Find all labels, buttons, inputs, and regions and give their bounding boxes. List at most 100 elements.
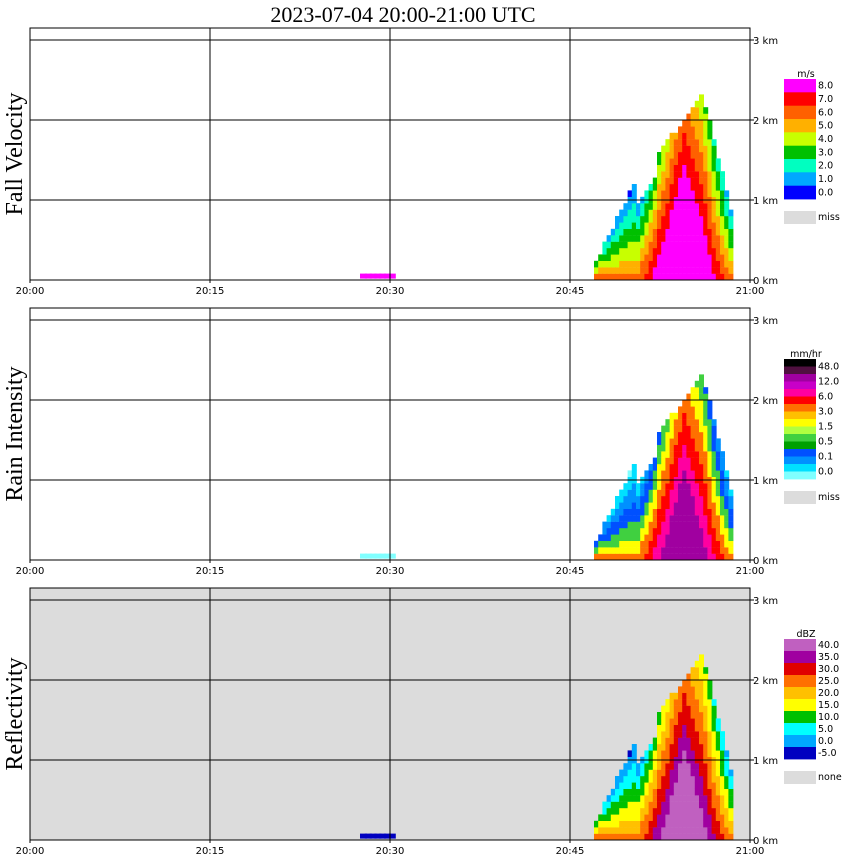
- echo-cell: [374, 553, 382, 559]
- echo-cell: [707, 254, 713, 261]
- echo-cell: [707, 171, 713, 178]
- legend-swatch: [784, 675, 816, 688]
- echo-cell: [678, 801, 683, 809]
- echo-cell: [703, 795, 709, 802]
- echo-cell: [720, 521, 725, 529]
- legend-swatch: [784, 389, 816, 397]
- echo-cell: [665, 502, 671, 509]
- echo-cell: [686, 763, 692, 770]
- echo-cell: [720, 508, 725, 516]
- y-axis-label: Rain Intensity: [2, 366, 28, 501]
- echo-cell: [673, 808, 679, 815]
- echo-cell: [657, 228, 662, 236]
- echo-cell: [388, 273, 396, 279]
- echo-cell: [728, 782, 734, 789]
- echo-cell: [669, 184, 675, 191]
- echo-cell: [610, 801, 616, 809]
- echo-cell: [636, 776, 641, 783]
- echo-cell: [694, 680, 700, 687]
- echo-cell: [694, 750, 700, 757]
- echo-cell: [711, 750, 717, 757]
- echo-cell: [728, 248, 734, 255]
- echo-cell: [720, 788, 725, 796]
- echo-cell: [640, 776, 646, 783]
- echo-cell: [623, 203, 629, 210]
- echo-cell: [724, 521, 730, 529]
- echo-cell: [648, 190, 654, 197]
- echo-cell: [682, 400, 688, 407]
- echo-cell: [707, 724, 713, 732]
- echo-cell: [694, 673, 700, 681]
- echo-cell: [648, 750, 654, 757]
- echo-cell: [657, 795, 662, 802]
- echo-cell: [610, 808, 616, 815]
- echo-cell: [657, 483, 662, 490]
- echo-cell: [606, 528, 612, 535]
- echo-cell: [703, 470, 709, 477]
- echo-cell: [640, 273, 646, 281]
- echo-cell: [711, 190, 717, 197]
- echo-cell: [648, 248, 654, 255]
- echo-cell: [690, 425, 696, 433]
- echo-cell: [657, 515, 662, 522]
- echo-cell: [699, 457, 704, 465]
- echo-cell: [690, 763, 696, 770]
- echo-cell: [678, 699, 683, 706]
- echo-cell: [707, 528, 713, 535]
- echo-cell: [673, 432, 679, 439]
- y-tick-label: 2 km: [753, 676, 778, 687]
- echo-cell: [715, 750, 721, 757]
- echo-cell: [652, 553, 658, 561]
- echo-cell: [661, 820, 667, 828]
- echo-cell: [682, 788, 688, 796]
- echo-cell: [703, 788, 709, 796]
- echo-cell: [615, 273, 620, 281]
- echo-cell: [606, 254, 612, 261]
- echo-cell: [686, 444, 692, 452]
- echo-cell: [694, 139, 700, 146]
- echo-cell: [594, 540, 599, 548]
- echo-cell: [598, 273, 604, 281]
- echo-cell: [665, 801, 671, 809]
- echo-cell: [661, 769, 667, 777]
- echo-cell: [669, 547, 675, 554]
- echo-cell: [715, 184, 721, 191]
- legend-swatch: [784, 723, 816, 736]
- echo-cell: [673, 235, 679, 242]
- echo-cell: [694, 508, 700, 516]
- echo-cell: [682, 502, 688, 509]
- echo-cell: [699, 228, 704, 236]
- echo-cell: [711, 705, 717, 713]
- echo-cell: [594, 833, 599, 841]
- legend-missing-swatch: [784, 771, 816, 784]
- echo-cell: [711, 731, 717, 738]
- echo-cell: [661, 540, 667, 548]
- echo-cell: [720, 190, 725, 197]
- echo-cell: [640, 528, 646, 535]
- echo-cell: [627, 801, 633, 809]
- echo-cell: [678, 260, 683, 268]
- echo-cell: [728, 235, 734, 242]
- legend-swatch: [784, 456, 816, 465]
- echo-cell: [673, 814, 679, 821]
- echo-cell: [665, 451, 671, 458]
- echo-cell: [369, 273, 377, 279]
- echo-cell: [360, 553, 367, 559]
- echo-cell: [652, 737, 658, 745]
- echo-cell: [623, 496, 629, 503]
- echo-cell: [652, 528, 658, 535]
- echo-cell: [715, 508, 721, 516]
- echo-cell: [711, 827, 717, 834]
- echo-cell: [699, 521, 704, 529]
- echo-cell: [682, 547, 688, 554]
- echo-cell: [703, 737, 709, 745]
- echo-cell: [652, 457, 658, 465]
- echo-cell: [724, 833, 730, 841]
- echo-cell: [661, 438, 667, 445]
- echo-cell: [690, 241, 696, 249]
- echo-cell: [715, 737, 721, 745]
- echo-cell: [690, 228, 696, 236]
- echo-cell: [661, 158, 667, 165]
- echo-cell: [623, 489, 629, 497]
- echo-cell: [694, 228, 700, 236]
